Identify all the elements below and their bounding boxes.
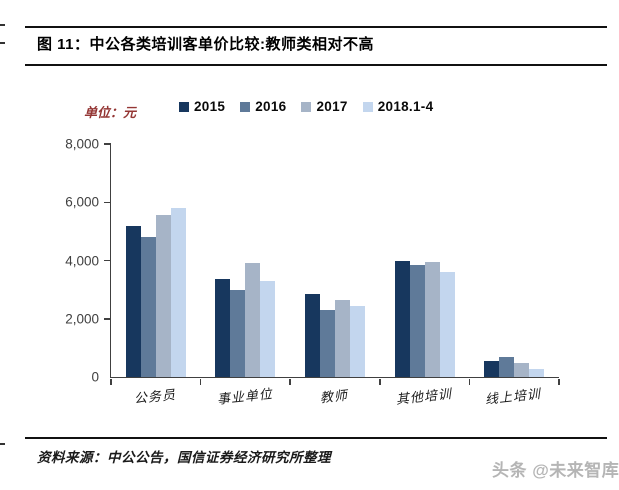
y-axis-tick: [104, 143, 111, 145]
x-axis-tick: [468, 378, 471, 385]
footer-rule: [25, 437, 607, 439]
legend-item-2017: 2017: [301, 99, 347, 114]
bar-group-事业单位: [201, 144, 291, 377]
y-tick-label: 8,000: [65, 136, 99, 152]
figure-title: 图 11：中公各类培训客单价比较:教师类相对不高: [37, 36, 375, 53]
source-text: 资料来源：中公公告，国信证券经济研究所整理: [37, 450, 331, 465]
bar-2017-教师: [334, 299, 350, 377]
legend-marker: [362, 101, 373, 112]
bar-2018.1-4-其他培训: [439, 272, 455, 377]
bar-2017-其他培训: [424, 261, 440, 377]
legend-label: 2016: [255, 99, 287, 114]
legend-marker: [240, 101, 251, 112]
bar-2015-事业单位: [215, 279, 231, 377]
bar-2016-公务员: [140, 237, 156, 377]
page-edge-mark: [0, 42, 5, 44]
bar-groups: [111, 144, 559, 377]
bar-2018.1-4-事业单位: [260, 280, 276, 377]
bar-2016-其他培训: [409, 264, 425, 377]
chart-legend: 2015 2016 2017 2018.1-4: [179, 99, 433, 114]
bar-2018.1-4-线上培训: [529, 368, 545, 377]
legend-marker: [301, 101, 312, 112]
watermark-text: 头条 @未来智库: [492, 461, 619, 480]
legend-marker: [179, 101, 189, 112]
bar-2016-事业单位: [230, 289, 246, 377]
page-edge-mark: [0, 443, 5, 445]
bar-2016-教师: [319, 310, 335, 377]
y-axis-tick: [104, 201, 111, 203]
bar-2018.1-4-教师: [349, 305, 365, 377]
x-category-label: 教师: [319, 387, 349, 406]
x-axis-tick: [379, 378, 381, 385]
bar-2017-线上培训: [514, 363, 530, 377]
legend-label: 2017: [316, 99, 348, 114]
legend-item-2018.1-4: 2018.1-4: [362, 99, 434, 114]
legend-item-2016: 2016: [240, 99, 286, 114]
bar-2017-事业单位: [245, 263, 261, 377]
plot-area: 0 2,000 4,000 6,000 8,000: [65, 137, 560, 385]
x-category-label: 公务员: [133, 386, 177, 407]
bar-2016-线上培训: [499, 356, 515, 377]
y-tick-label: 2,000: [65, 311, 99, 327]
bar-2015-公务员: [125, 225, 141, 377]
bar-group-其他培训: [380, 144, 470, 377]
y-axis-tick: [104, 259, 111, 262]
bar-group-公务员: [111, 144, 201, 377]
x-category-label: 其他培训: [395, 386, 453, 407]
unit-label: 单位：元: [84, 105, 137, 120]
title-rule-bottom: [25, 64, 607, 66]
bar-2018.1-4-公务员: [170, 208, 186, 377]
bar-group-教师: [290, 144, 380, 377]
bar-2015-教师: [304, 294, 320, 377]
x-category-label: 线上培训: [484, 386, 542, 407]
x-axis-labels: 公务员 事业单位 教师 其他培训 线上培训: [110, 386, 558, 407]
title-rule-top: [25, 26, 607, 28]
bar-2015-线上培训: [484, 360, 500, 377]
x-axis-tick: [558, 378, 560, 385]
bar-2017-公务员: [155, 215, 171, 377]
y-tick-label: 6,000: [65, 194, 99, 210]
x-axis-tick: [289, 378, 291, 385]
y-tick-label: 4,000: [65, 253, 99, 268]
legend-label: 2015: [194, 99, 226, 114]
x-axis-tick: [199, 378, 202, 385]
legend-label: 2018.1-4: [377, 99, 434, 114]
y-axis-tick: [104, 318, 111, 320]
page-edge-mark: [0, 24, 5, 26]
bar-group-线上培训: [469, 144, 559, 377]
bar-2015-其他培训: [394, 260, 410, 377]
legend-item-2015: 2015: [179, 99, 225, 114]
y-tick-label: 0: [91, 369, 99, 385]
x-axis-tick: [110, 378, 112, 385]
x-category-label: 事业单位: [215, 386, 274, 407]
